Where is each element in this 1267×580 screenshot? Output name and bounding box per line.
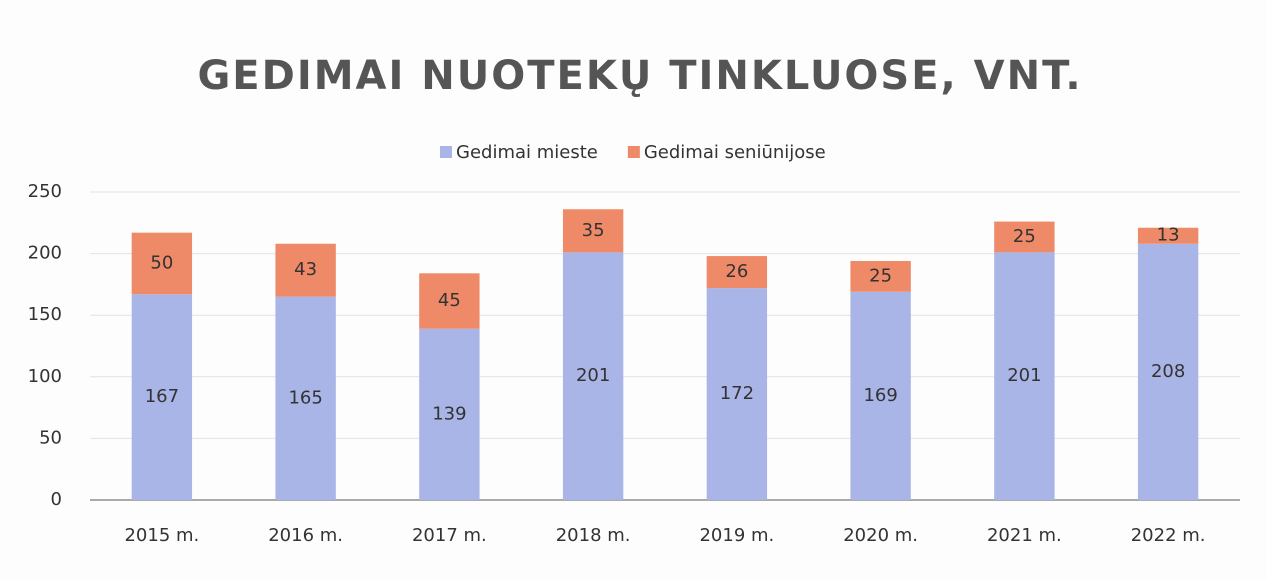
legend-label: Gedimai mieste: [456, 142, 598, 163]
bar-segment: [706, 256, 768, 289]
bar-segment: [994, 221, 1055, 253]
data-label: 43: [294, 259, 317, 280]
data-label: 208: [1151, 361, 1185, 382]
bar-segment: [1137, 243, 1199, 500]
bar-segment: [275, 296, 336, 500]
bar-segment: [419, 328, 480, 500]
y-tick-label: 0: [51, 489, 62, 510]
data-label: 165: [288, 387, 322, 408]
bar-segment: [131, 294, 193, 500]
bar-segment: [706, 288, 768, 500]
x-tick-label: 2017 m.: [412, 525, 487, 546]
data-label: 172: [720, 383, 754, 404]
legend-swatch: [440, 146, 452, 158]
chart-title: GEDIMAI NUOTEKŲ TINKLUOSE, VNT.: [197, 53, 1082, 99]
bar-segment: [562, 209, 624, 253]
y-tick-label: 200: [28, 243, 62, 264]
data-label: 201: [1007, 365, 1041, 386]
data-label: 25: [1013, 226, 1036, 247]
bar-segment: [562, 252, 624, 500]
x-tick-label: 2019 m.: [699, 525, 774, 546]
bar-segment: [850, 260, 911, 292]
data-label: 26: [725, 261, 748, 282]
data-label: 13: [1157, 225, 1180, 246]
data-label: 167: [145, 386, 179, 407]
x-tick-label: 2021 m.: [987, 525, 1062, 546]
y-tick-label: 150: [28, 304, 62, 325]
bar-segment: [994, 252, 1055, 500]
x-tick-label: 2016 m.: [268, 525, 343, 546]
x-tick-label: 2020 m.: [843, 525, 918, 546]
legend-label: Gedimai seniūnijose: [644, 142, 826, 163]
y-tick-label: 100: [28, 366, 62, 387]
bar-segment: [850, 291, 911, 500]
data-label: 139: [432, 403, 466, 424]
legend-swatch: [627, 146, 640, 158]
data-label: 25: [869, 265, 892, 286]
x-tick-label: 2022 m.: [1131, 525, 1206, 546]
bar-segment: [131, 232, 193, 295]
x-tick-label: 2018 m.: [556, 525, 631, 546]
bar-segment: [275, 243, 336, 297]
data-label: 169: [863, 385, 897, 406]
y-tick-label: 50: [39, 427, 62, 448]
data-label: 50: [150, 252, 173, 273]
bar-segment: [419, 273, 480, 329]
bar-segment: [1137, 227, 1199, 244]
y-tick-label: 250: [28, 181, 62, 202]
x-tick-label: 2015 m.: [124, 525, 199, 546]
data-label: 201: [576, 365, 610, 386]
data-label: 45: [438, 290, 461, 311]
data-label: 35: [582, 220, 605, 241]
